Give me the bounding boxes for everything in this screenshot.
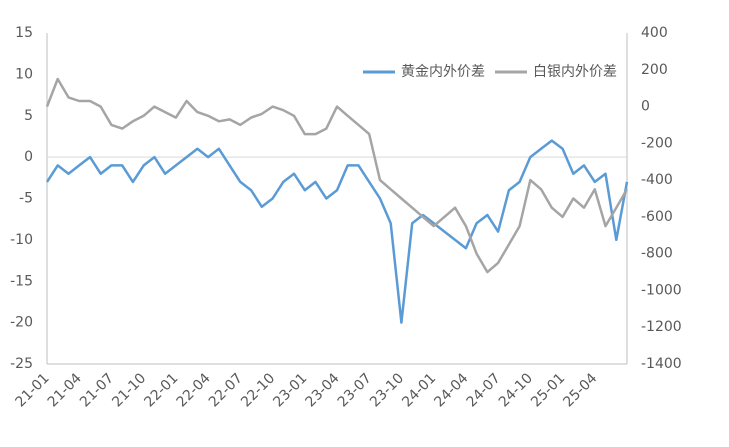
- x-tick-label: 23-04: [303, 370, 343, 410]
- x-tick-label: 22-04: [174, 370, 214, 410]
- legend-label: 黄金内外价差: [401, 63, 485, 80]
- y2-tick-label: -800: [641, 246, 673, 262]
- x-tick-label: 24-10: [496, 370, 536, 410]
- y-tick-label: 0: [24, 149, 33, 165]
- y2-tick-label: -400: [641, 172, 673, 188]
- y-tick-label: 10: [15, 66, 33, 82]
- series-line: [45, 77, 629, 274]
- y2-tick-label: -1000: [641, 282, 682, 298]
- y2-tick-label: -1400: [641, 356, 682, 372]
- y2-tick-label: -1200: [641, 319, 682, 335]
- x-tick-label: 24-04: [431, 370, 471, 410]
- x-tick-label: 21-07: [77, 370, 117, 410]
- series-line: [45, 139, 629, 324]
- y-tick-label: -20: [10, 315, 33, 331]
- x-tick-label: 21-10: [109, 370, 149, 410]
- x-tick-label: 22-01: [141, 370, 181, 410]
- x-tick-label: 22-10: [238, 370, 278, 410]
- x-tick-label: 24-07: [464, 370, 504, 410]
- y2-tick-label: 200: [641, 62, 668, 78]
- y-tick-label: -25: [10, 356, 33, 372]
- y2-tick-label: -600: [641, 209, 673, 225]
- x-tick-label: 24-01: [399, 370, 439, 410]
- y2-tick-label: 0: [641, 99, 650, 115]
- y-tick-label: -10: [10, 232, 33, 248]
- y2-tick-label: -200: [641, 135, 673, 151]
- x-tick-label: 22-07: [206, 370, 246, 410]
- x-tick-label: 23-01: [270, 370, 310, 410]
- y-tick-label: 5: [24, 108, 33, 124]
- y-tick-label: 15: [15, 25, 33, 41]
- y2-tick-label: 400: [641, 25, 668, 41]
- x-tick-label: 23-07: [335, 370, 375, 410]
- x-tick-label: 23-10: [367, 370, 407, 410]
- y-tick-label: -5: [19, 191, 33, 207]
- x-tick-label: 25-01: [528, 370, 568, 410]
- x-tick-label: 21-01: [13, 370, 53, 410]
- x-tick-label: 21-04: [45, 370, 85, 410]
- x-tick-label: 25-04: [560, 370, 600, 410]
- y-tick-label: -15: [10, 273, 33, 289]
- legend-label: 白银内外价差: [533, 64, 617, 80]
